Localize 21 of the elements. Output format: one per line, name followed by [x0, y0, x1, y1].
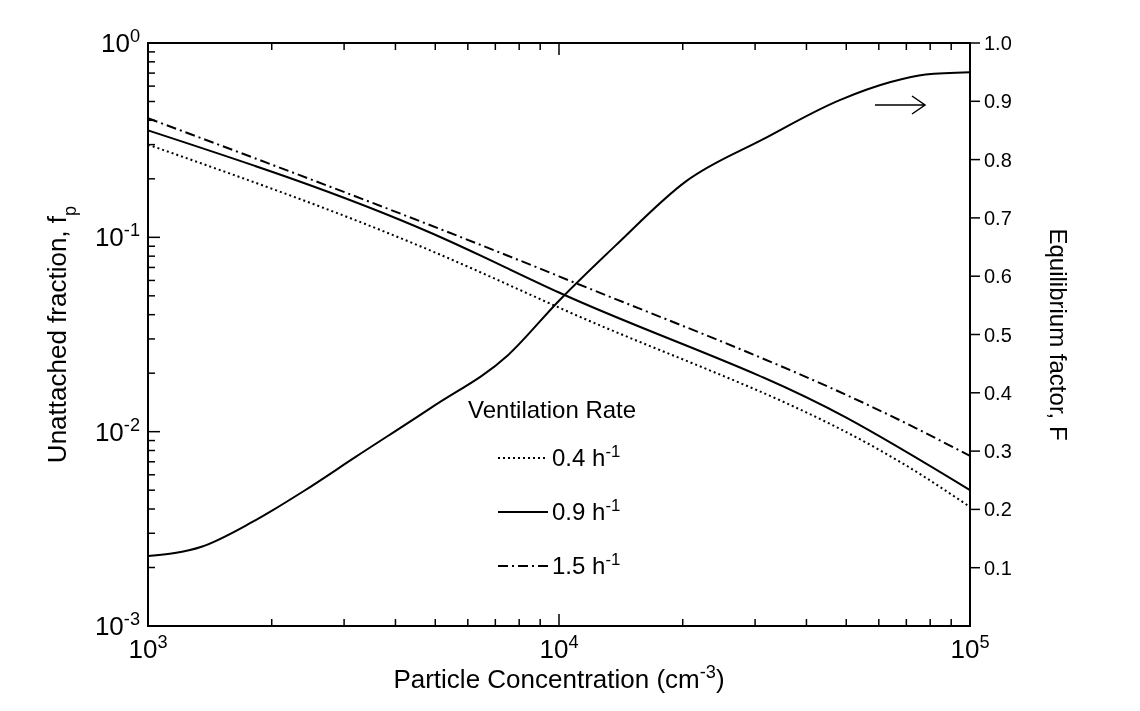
legend-label: 0.9 h$^{-1}$ [552, 495, 621, 525]
y2-tick-label: 0.7 [984, 206, 1012, 229]
y2-tick-label: 0.8 [984, 148, 1012, 171]
y2-tick-label: 0.9 [984, 90, 1012, 113]
legend-title: Ventilation Rate [468, 396, 637, 423]
y2-tick-label: 0.4 [984, 381, 1012, 404]
y2-axis-title: Equilibrium factor, F [1045, 228, 1072, 441]
legend-label: 1.5 h$^{-1}$ [552, 549, 621, 579]
x-tick-label: 10$^{4}$ [539, 632, 579, 664]
y2-tick-label: 0.2 [984, 498, 1012, 521]
x-tick-label: 10$^{5}$ [950, 632, 990, 664]
y-tick-label: 10$^{-2}$ [94, 414, 140, 447]
y-tick-label: 10$^{-1}$ [94, 220, 140, 253]
legend-label: 0.4 h$^{-1}$ [552, 441, 621, 471]
y2-tick-label: 1.0 [984, 32, 1012, 54]
y2-tick-label: 0.1 [984, 556, 1012, 579]
y2-tick-label: 0.5 [984, 323, 1012, 346]
y-tick-label: 10$^{0}$ [100, 26, 140, 58]
y2-tick-label: 0.6 [984, 265, 1012, 288]
x-axis-title: Particle Concentration (cm$^{-3}$) [393, 662, 725, 694]
y2-tick-label: 0.3 [984, 440, 1012, 463]
